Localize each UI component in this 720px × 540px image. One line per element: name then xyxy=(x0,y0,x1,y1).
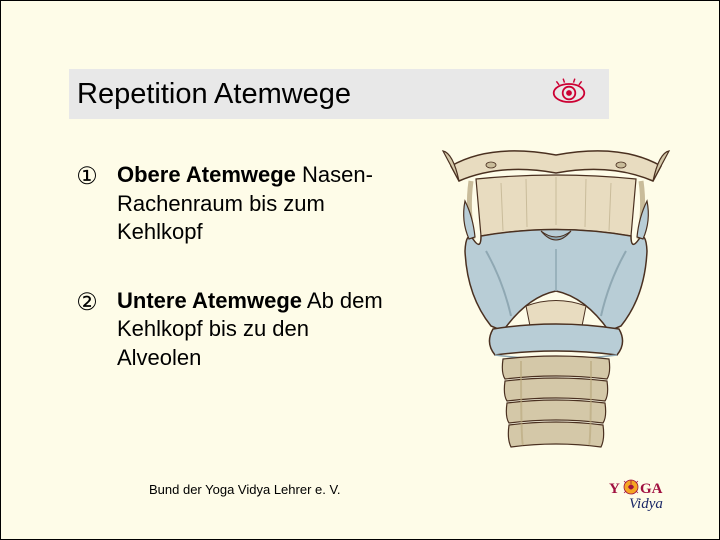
eye-icon xyxy=(551,75,587,111)
yoga-vidya-logo: Y GA Vidya xyxy=(607,475,685,513)
svg-text:GA: GA xyxy=(640,481,663,497)
svg-text:Y: Y xyxy=(609,481,620,497)
list-item: ② Untere Atemwege Ab dem Kehlkopf bis zu… xyxy=(75,287,385,373)
item-body-2: Untere Atemwege Ab dem Kehlkopf bis zu d… xyxy=(117,287,385,373)
bullet-2: ② xyxy=(75,287,99,373)
bullet-1: ① xyxy=(75,161,99,247)
title-bar: Repetition Atemwege xyxy=(69,69,609,119)
item-heading-2: Untere Atemwege xyxy=(117,288,302,313)
larynx-illustration xyxy=(431,131,681,451)
content-list: ① Obere Atemwege Nasen-Rachenraum bis zu… xyxy=(75,161,385,413)
footer-text: Bund der Yoga Vidya Lehrer e. V. xyxy=(149,482,341,497)
slide-title: Repetition Atemwege xyxy=(77,78,351,111)
item-body-1: Obere Atemwege Nasen-Rachenraum bis zum … xyxy=(117,161,385,247)
svg-text:Vidya: Vidya xyxy=(629,496,663,512)
list-item: ① Obere Atemwege Nasen-Rachenraum bis zu… xyxy=(75,161,385,247)
item-heading-1: Obere Atemwege xyxy=(117,162,296,187)
